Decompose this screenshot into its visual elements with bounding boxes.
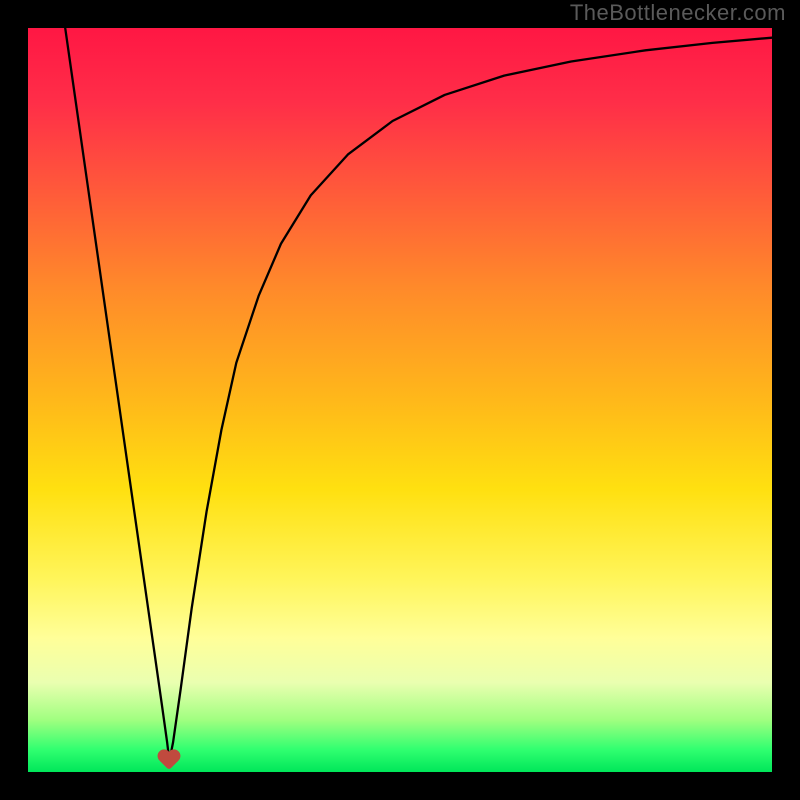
plot-area: [28, 28, 772, 772]
bottleneck-curve-svg: [28, 28, 772, 772]
curve-left-branch: [65, 28, 169, 761]
watermark-text: TheBottlenecker.com: [570, 0, 786, 26]
chart-frame: TheBottlenecker.com: [0, 0, 800, 800]
curve-right-branch: [169, 38, 772, 761]
